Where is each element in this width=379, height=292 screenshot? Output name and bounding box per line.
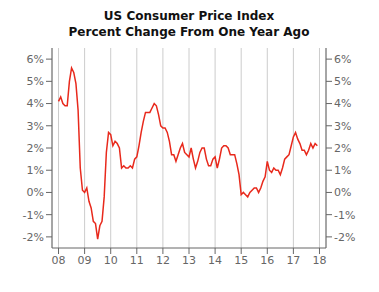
svg-text:10: 10 [104, 254, 118, 267]
svg-text:2%: 2% [334, 142, 351, 155]
svg-text:16: 16 [260, 254, 274, 267]
svg-text:-1%: -1% [23, 209, 44, 222]
svg-text:17: 17 [286, 254, 300, 267]
svg-text:-1%: -1% [334, 209, 355, 222]
html-text:US Consumer Price Index: US Consumer Price Index [103, 9, 275, 23]
svg-text:12: 12 [156, 254, 170, 267]
svg-text:08: 08 [52, 254, 66, 267]
svg-text:0%: 0% [27, 186, 44, 199]
svg-text:0%: 0% [334, 186, 351, 199]
svg-text:1%: 1% [27, 164, 44, 177]
svg-text:11: 11 [130, 254, 144, 267]
svg-text:09: 09 [78, 254, 92, 267]
svg-text:6%: 6% [334, 53, 351, 66]
svg-text:-2%: -2% [23, 231, 44, 244]
svg-text:15: 15 [234, 254, 248, 267]
svg-text:1%: 1% [334, 164, 351, 177]
html-text:Percent Change From One Year A: Percent Change From One Year Ago [68, 25, 310, 39]
svg-text:13: 13 [182, 254, 196, 267]
svg-text:3%: 3% [27, 120, 44, 133]
svg-text:14: 14 [208, 254, 222, 267]
svg-text:2%: 2% [27, 142, 44, 155]
svg-text:4%: 4% [27, 97, 44, 110]
svg-text:5%: 5% [27, 75, 44, 88]
svg-text:3%: 3% [334, 120, 351, 133]
svg-text:-2%: -2% [334, 231, 355, 244]
svg-text:6%: 6% [27, 53, 44, 66]
svg-text:18: 18 [312, 254, 326, 267]
svg-text:4%: 4% [334, 97, 351, 110]
svg-text:5%: 5% [334, 75, 351, 88]
